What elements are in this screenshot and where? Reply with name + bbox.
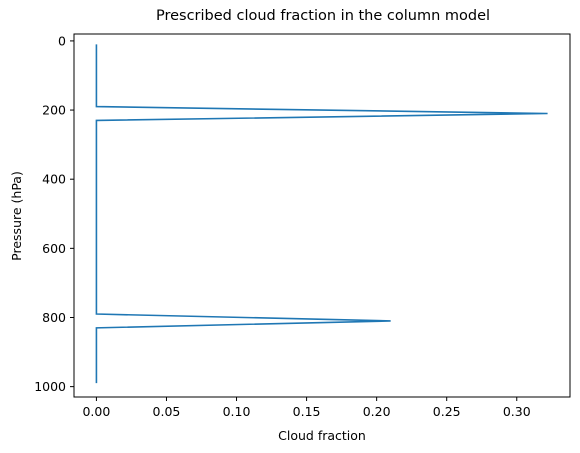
x-axis-label: Cloud fraction <box>278 428 366 443</box>
x-tick-label: 0.30 <box>503 404 531 419</box>
x-tick-label: 0.10 <box>223 404 251 419</box>
x-tick-label: 0.05 <box>153 404 181 419</box>
plot-area: 0.00 0.05 0.10 0.15 0.20 0.25 0.30 0 200 400 600 8… <box>34 33 571 419</box>
y-tick-label: 400 <box>42 172 66 187</box>
y-tick-label: 1000 <box>34 379 66 394</box>
y-axis-ticks: 0 200 400 600 800 1000 <box>34 33 74 394</box>
y-tick-label: 800 <box>42 310 66 325</box>
chart-title: Prescribed cloud fraction in the column … <box>156 8 490 24</box>
x-axis-ticks: 0.00 0.05 0.10 0.15 0.20 0.25 0.30 <box>82 397 531 419</box>
series-layer <box>95 44 548 384</box>
plot-frame <box>73 33 571 398</box>
x-tick-label: 0.00 <box>82 404 110 419</box>
y-tick-label: 200 <box>42 103 66 118</box>
x-tick-label: 0.15 <box>293 404 321 419</box>
cloud-fraction-line <box>95 44 548 384</box>
y-axis-label: Pressure (hPa) <box>9 171 24 261</box>
x-tick-label: 0.20 <box>363 404 391 419</box>
x-tick-label: 0.25 <box>433 404 461 419</box>
y-tick-label: 600 <box>42 241 66 256</box>
y-tick-label: 0 <box>58 33 66 48</box>
